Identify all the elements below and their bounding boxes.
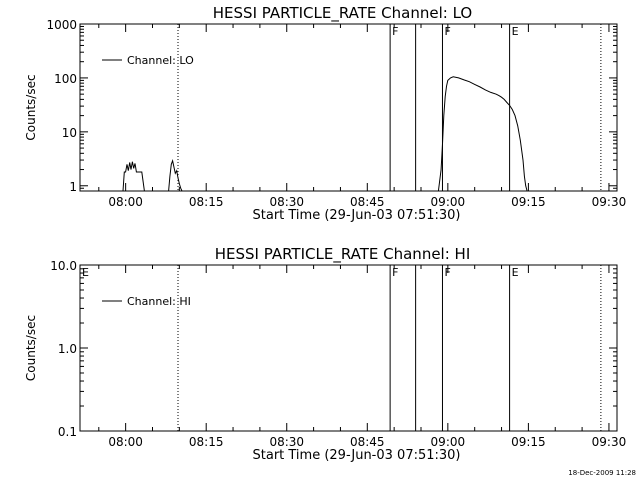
panel-1-event-marker-label: F [392,25,398,38]
panel-2-x-tick-label: 08:45 [350,435,385,449]
panel-1-x-tick-label: 09:00 [431,195,466,209]
panel-2-event-marker-label: E [512,266,519,279]
panel-2-y-axis-label: Counts/sec [24,315,38,381]
panel-2-y-tick-label: 0.1 [58,425,77,439]
panel-2-x-tick-label: 08:00 [108,435,143,449]
panel-1-x-tick-label: 08:00 [108,195,143,209]
panel-1-x-axis-label: Start Time (29-Jun-03 07:51:30) [253,208,461,223]
panel-2-event-marker-label: F [444,266,450,279]
panel-1-y-tick-label: 10 [62,126,77,140]
panel-2-x-tick-label: 08:15 [189,435,224,449]
panel-2-x-axis-label: Start Time (29-Jun-03 07:51:30) [253,448,461,463]
panel-2-y-tick-label: 1.0 [58,342,77,356]
panel-1-legend-label: Channel: LO [127,54,194,67]
panel-2-chart-title: HESSI PARTICLE_RATE Channel: HI [215,245,471,264]
panel-1-x-tick-label: 09:30 [592,195,627,209]
panel-2-x-tick-label: 08:30 [269,435,304,449]
footer-date: 18-Dec-2009 11:28 [568,469,636,477]
panel-1-x-tick-label: 08:15 [189,195,224,209]
panel-1-event-marker-label: E [512,25,519,38]
chart-panel-2: HESSI PARTICLE_RATE Channel: HI 08:00 08:1… [24,245,626,463]
panel-2-x-tick-label: 09:30 [592,435,627,449]
panel-1-plot-frame [79,23,618,192]
panel-1-y-tick-label: 1 [69,180,77,194]
panel-2-legend-label: Channel: HI [127,295,191,308]
panel-1-y-tick-label: 1000 [46,18,77,32]
panel-1-series-line [80,76,528,192]
panel-2-x-tick-label: 09:00 [431,435,466,449]
panel-1-x-tick-label: 08:30 [269,195,304,209]
panel-1-y-axis-label: Counts/sec [24,74,38,140]
panel-1-chart-title: HESSI PARTICLE_RATE Channel: LO [213,4,472,23]
panel-2-event-marker-label: F [392,266,398,279]
panel-1-x-tick-label: 09:15 [511,195,546,209]
panel-2-event-marker-label: E [82,266,89,279]
chart-panel-1: HESSI PARTICLE_RATE Channel: LO 08:00 08:1… [24,4,626,223]
panel-2-plot-frame [79,264,618,432]
panel-1-x-tick-label: 08:45 [350,195,385,209]
panel-2-x-tick-label: 09:15 [511,435,546,449]
panel-1-y-tick-label: 100 [54,72,77,86]
panel-2-y-tick-label: 10.0 [50,259,77,273]
panel-1-event-marker-label: F [444,25,450,38]
